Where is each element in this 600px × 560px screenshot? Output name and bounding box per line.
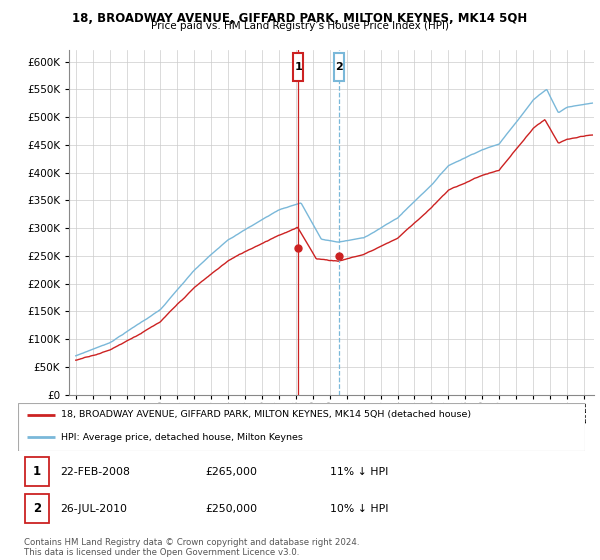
Text: 10% ↓ HPI: 10% ↓ HPI xyxy=(330,504,388,514)
Text: £250,000: £250,000 xyxy=(205,504,257,514)
Text: Price paid vs. HM Land Registry’s House Price Index (HPI): Price paid vs. HM Land Registry’s House … xyxy=(151,21,449,31)
Bar xyxy=(25,494,49,523)
Text: 2: 2 xyxy=(32,502,41,515)
Text: HPI: Average price, detached house, Milton Keynes: HPI: Average price, detached house, Milt… xyxy=(61,433,302,442)
Text: 1: 1 xyxy=(32,465,41,478)
Bar xyxy=(334,53,344,81)
Text: £265,000: £265,000 xyxy=(205,466,257,477)
Text: 1: 1 xyxy=(294,62,302,72)
Text: Contains HM Land Registry data © Crown copyright and database right 2024.
This d: Contains HM Land Registry data © Crown c… xyxy=(24,538,359,557)
Text: 2: 2 xyxy=(335,62,343,72)
Text: 22-FEB-2008: 22-FEB-2008 xyxy=(61,466,130,477)
Text: 18, BROADWAY AVENUE, GIFFARD PARK, MILTON KEYNES, MK14 5QH (detached house): 18, BROADWAY AVENUE, GIFFARD PARK, MILTO… xyxy=(61,410,470,419)
Bar xyxy=(293,53,303,81)
Bar xyxy=(25,458,49,486)
Text: 18, BROADWAY AVENUE, GIFFARD PARK, MILTON KEYNES, MK14 5QH: 18, BROADWAY AVENUE, GIFFARD PARK, MILTO… xyxy=(73,12,527,25)
Text: 11% ↓ HPI: 11% ↓ HPI xyxy=(330,466,388,477)
Text: 26-JUL-2010: 26-JUL-2010 xyxy=(61,504,128,514)
